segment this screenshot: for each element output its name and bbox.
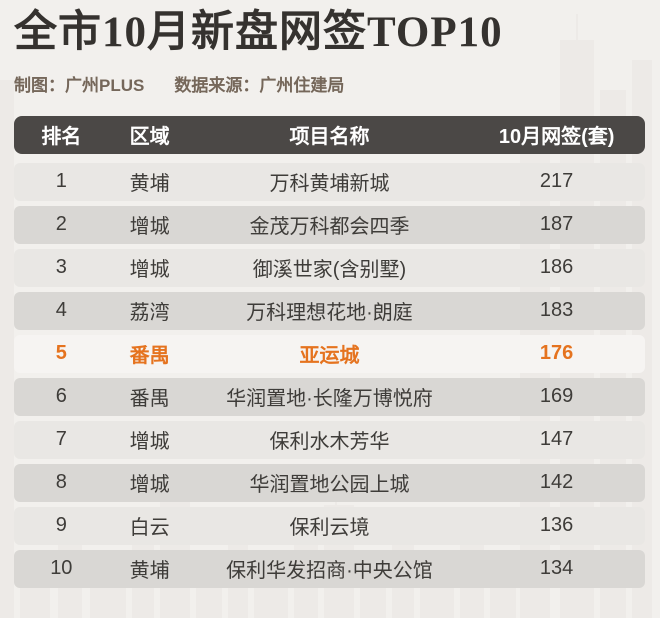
project-cell: 保利水木芳华 <box>269 431 390 454</box>
value-cell: 147 <box>539 428 574 451</box>
district-cell: 增城 <box>129 474 170 497</box>
page-title: 全市10月新盘网签TOP10 <box>14 9 503 56</box>
project-cell: 华润置地公园上城 <box>249 474 410 497</box>
project-cell: 保利云境 <box>289 517 370 540</box>
table-row: 8 增城 华润置地公园上城 142 <box>14 463 645 502</box>
value-cell: 176 <box>539 342 574 365</box>
district-cell: 番禺 <box>129 388 170 411</box>
rank-cell: 7 <box>55 428 67 451</box>
table-row: 5 番禺 亚运城 176 <box>14 334 645 373</box>
table-row: 4 荔湾 万科理想花地·朗庭 183 <box>14 291 645 330</box>
table-row: 1 黄埔 万科黄埔新城 217 <box>14 162 645 201</box>
value-cell: 134 <box>539 557 574 580</box>
district-cell: 番禺 <box>129 345 170 368</box>
rank-cell: 10 <box>50 557 73 580</box>
value-cell: 169 <box>539 385 574 408</box>
value-cell: 136 <box>539 514 574 537</box>
project-cell: 万科黄埔新城 <box>269 173 390 196</box>
district-cell: 白云 <box>129 517 170 540</box>
district-cell: 黄埔 <box>129 173 170 196</box>
subtitle: 制图：广州PLUS 数据来源：广州住建局 <box>14 71 645 96</box>
value-cell: 186 <box>539 256 574 279</box>
credit-text: 制图：广州PLUS <box>14 75 145 95</box>
column-header-district: 区域 <box>129 126 170 149</box>
source-text: 数据来源：广州住建局 <box>174 75 345 95</box>
table-row: 6 番禺 华润置地·长隆万博悦府 169 <box>14 377 645 416</box>
column-header-rank: 排名 <box>41 126 82 149</box>
rank-cell: 9 <box>55 514 67 537</box>
district-cell: 黄埔 <box>129 560 170 583</box>
content: 全市10月新盘网签TOP10 制图：广州PLUS 数据来源：广州住建局 排名 区域… <box>14 9 645 588</box>
district-cell: 荔湾 <box>129 302 170 325</box>
value-cell: 183 <box>539 299 574 322</box>
rank-cell: 3 <box>55 256 67 279</box>
table-row: 2 增城 金茂万科都会四季 187 <box>14 205 645 244</box>
table-row: 10 黄埔 保利华发招商·中央公馆 134 <box>14 549 645 588</box>
column-header-value: 10月网签(套) <box>498 126 615 149</box>
table-row: 3 增城 御溪世家(含别墅) 186 <box>14 248 645 287</box>
rank-cell: 8 <box>55 471 67 494</box>
district-cell: 增城 <box>129 259 170 282</box>
table-header-row: 排名 区域 项目名称 10月网签(套) <box>14 115 645 154</box>
value-cell: 217 <box>539 170 574 193</box>
rank-cell: 1 <box>55 170 67 193</box>
project-cell: 亚运城 <box>299 345 360 368</box>
district-cell: 增城 <box>129 431 170 454</box>
column-header-project: 项目名称 <box>289 126 370 149</box>
ranking-table: 排名 区域 项目名称 10月网签(套) 1 黄埔 万科黄埔新城 217 2 增城… <box>14 115 645 588</box>
project-cell: 金茂万科都会四季 <box>249 216 410 239</box>
table-row: 9 白云 保利云境 136 <box>14 506 645 545</box>
project-cell: 保利华发招商·中央公馆 <box>226 560 433 583</box>
rank-cell: 4 <box>55 299 67 322</box>
project-cell: 华润置地·长隆万博悦府 <box>226 388 433 411</box>
table-row: 7 增城 保利水木芳华 147 <box>14 420 645 459</box>
project-cell: 御溪世家(含别墅) <box>252 259 407 282</box>
table-body: 1 黄埔 万科黄埔新城 217 2 增城 金茂万科都会四季 187 3 增城 御… <box>14 162 645 588</box>
district-cell: 增城 <box>129 216 170 239</box>
rank-cell: 2 <box>55 213 67 236</box>
project-cell: 万科理想花地·朗庭 <box>246 302 413 325</box>
rank-cell: 5 <box>55 342 67 365</box>
value-cell: 142 <box>539 471 574 494</box>
rank-cell: 6 <box>55 385 67 408</box>
value-cell: 187 <box>539 213 574 236</box>
